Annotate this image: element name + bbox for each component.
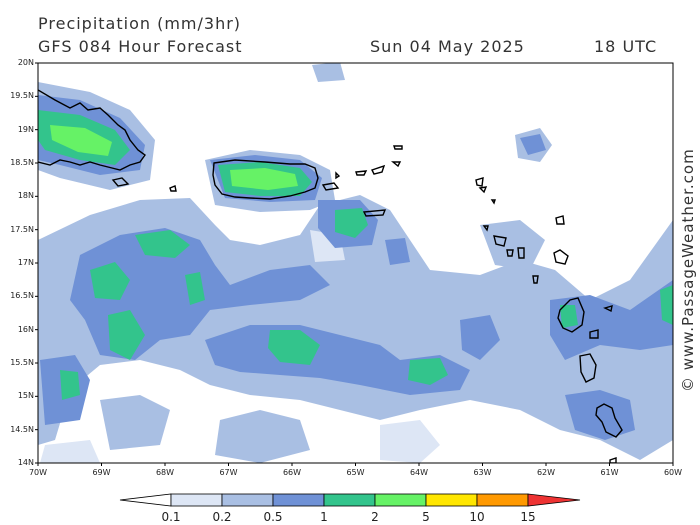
lon-label: 68W [155,468,175,477]
legend-label: 0.2 [212,510,232,524]
lat-label: 14N [17,458,34,467]
lat-label: 18N [17,191,34,201]
legend-swatch-4 [323,493,376,507]
legend-swatch-2 [221,493,274,507]
lon-label: 66W [282,468,302,477]
legend-label: 10 [469,510,485,524]
legend-label: 1 [320,510,328,524]
lat-label: 16.5N [10,291,34,301]
legend-label: 0.5 [263,510,283,524]
lat-label: 15.5N [10,358,34,367]
legend-swatch-8 [527,493,581,507]
lon-label: 70W [28,468,48,477]
lon-label: 60W [663,468,683,477]
forecast-time: 18 UTC [594,37,658,56]
lat-label: 16N [17,324,34,334]
lon-label: 65W [346,468,365,477]
axis-ticks [35,62,674,466]
precip-band-2 [50,125,298,190]
legend-label: 5 [422,510,430,524]
lon-label: 67W [219,468,238,477]
lat-label: 14.5N [10,424,34,434]
precip-band-1 [38,110,673,400]
lat-label: 15N [17,391,34,401]
precip-field [38,63,673,463]
lon-label: 62W [536,468,556,477]
lat-label: 20N [17,58,34,67]
map-title: Precipitation (mm/3hr) [38,14,242,33]
credit-watermark: © www.PassageWeather.com [679,148,697,392]
coastline [38,89,623,463]
legend-colorbar [119,493,581,507]
lat-label: 19.5N [10,91,34,101]
legend-label: 15 [520,510,536,524]
legend-swatch-1 [170,493,223,507]
lat-label: 18.5N [10,158,34,167]
legend-swatch-7 [476,493,529,507]
lat-label: 19N [17,124,34,134]
legend-label: 0.1 [161,510,181,524]
legend-swatch-0 [119,493,172,507]
forecast-label: GFS 084 Hour Forecast [38,37,243,56]
lat-label: 17N [17,258,34,267]
forecast-date: Sun 04 May 2025 [370,37,525,56]
lon-label: 63W [473,468,492,477]
lon-label: 64W [409,468,429,477]
lon-label: 61W [600,468,619,477]
lat-label: 17.5N [10,224,34,234]
legend-swatch-3 [272,493,325,507]
lon-label: 69W [92,468,111,477]
legend-swatch-6 [425,493,478,507]
legend-label: 2 [371,510,379,524]
legend-swatch-5 [374,493,427,507]
